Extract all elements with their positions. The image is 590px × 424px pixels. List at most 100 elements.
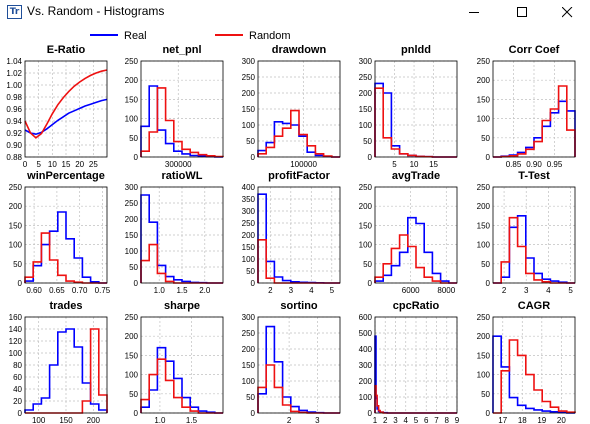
minimize-button[interactable] — [452, 0, 497, 24]
y-tick-label: 150 — [125, 351, 139, 360]
plot-frame — [374, 316, 458, 414]
y-tick-label: 200 — [125, 215, 139, 224]
y-tick-label: 0 — [368, 409, 373, 418]
x-tick-label: 5 — [392, 160, 397, 169]
chart-title: sharpe — [164, 300, 200, 312]
y-tick-label: 250 — [125, 313, 139, 322]
y-tick-label: 250 — [477, 57, 491, 66]
y-tick-label: 150 — [359, 105, 373, 114]
x-tick-label: 150 — [59, 416, 73, 424]
series-real — [492, 335, 575, 414]
chart-panel-4: Corr Coef 0 50 100 150 200 250 0.85 0.90 0.95 — [477, 44, 576, 169]
x-tick-label: 6000 — [402, 286, 420, 295]
y-tick-label: 0.98 — [6, 93, 22, 102]
series-real — [140, 346, 223, 414]
y-tick-label: 150 — [477, 221, 491, 230]
y-tick-label: 300 — [359, 57, 373, 66]
y-tick-label: 50 — [363, 260, 372, 269]
y-tick-label: 0 — [486, 153, 491, 162]
y-tick-label: 0 — [486, 279, 491, 288]
plot-frame — [374, 186, 458, 284]
y-tick-label: 150 — [242, 361, 256, 370]
y-tick-label: 150 — [9, 221, 23, 230]
y-tick-label: 0 — [134, 279, 139, 288]
x-tick-label: 0.95 — [547, 160, 563, 169]
y-tick-label: 150 — [359, 221, 373, 230]
x-tick-label: 3 — [393, 416, 398, 424]
y-tick-label: 100 — [477, 241, 491, 250]
chart-title: pnldd — [401, 44, 431, 56]
close-button[interactable] — [545, 0, 590, 24]
y-tick-label: 50 — [481, 260, 490, 269]
x-tick-label: 5 — [414, 416, 419, 424]
plot-frame — [257, 186, 341, 284]
y-tick-label: 0.96 — [6, 105, 22, 114]
y-tick-label: 140 — [9, 325, 23, 334]
chart-title: E-Ratio — [47, 44, 86, 56]
chart-title: ratioWL — [162, 170, 203, 182]
x-tick-label: 2 — [502, 286, 507, 295]
plot-frame — [140, 60, 224, 158]
y-tick-label: 1.02 — [6, 69, 22, 78]
maximize-icon — [517, 7, 527, 17]
y-tick-label: 0 — [486, 409, 491, 418]
x-tick-label: 3 — [315, 416, 320, 424]
plot-frame — [374, 60, 458, 158]
y-tick-label: 0 — [18, 409, 23, 418]
chart-title: trades — [49, 300, 82, 312]
plot-area — [493, 317, 575, 413]
y-tick-label: 250 — [477, 183, 491, 192]
x-tick-label: 2.0 — [199, 286, 211, 295]
y-tick-label: 160 — [9, 313, 23, 322]
y-tick-label: 0 — [368, 153, 373, 162]
y-tick-label: 250 — [477, 313, 491, 322]
x-tick-label: 5 — [568, 286, 573, 295]
y-tick-label: 100 — [477, 115, 491, 124]
y-tick-label: 50 — [129, 263, 138, 272]
y-tick-label: 120 — [9, 337, 23, 346]
y-tick-label: 80 — [13, 361, 22, 370]
y-tick-label: 100 — [125, 115, 139, 124]
chart-panels: E-Ratio0.880.900.920.940.960.981.001.021… — [6, 44, 576, 424]
y-tick-label: 0 — [18, 279, 23, 288]
x-tick-label: 10 — [410, 160, 419, 169]
plot-frame — [140, 186, 224, 284]
y-tick-label: 50 — [363, 137, 372, 146]
x-tick-label: 1.5 — [186, 416, 198, 424]
x-tick-label: 100 — [32, 416, 46, 424]
y-tick-label: 200 — [477, 202, 491, 211]
chart-panel-2: drawdown 0 50 100 150 200 250 300 100000 — [242, 44, 341, 169]
plot-frame — [257, 316, 341, 414]
y-tick-label: 0.94 — [6, 117, 22, 126]
chart-title: profitFactor — [268, 170, 330, 182]
chart-panel-10: trades 0 20 40 60 80 100 120 140 160 100 150 200 — [9, 300, 108, 424]
x-tick-label: 0.60 — [26, 286, 42, 295]
y-tick-label: 250 — [125, 57, 139, 66]
y-tick-label: 50 — [129, 390, 138, 399]
y-tick-label: 300 — [242, 207, 256, 216]
y-tick-label: 100 — [125, 247, 139, 256]
x-tick-label: 2 — [287, 416, 292, 424]
x-tick-label: 20 — [75, 160, 84, 169]
maximize-button[interactable] — [500, 0, 545, 24]
y-tick-label: 100 — [9, 349, 23, 358]
plot-frame — [24, 186, 108, 284]
chart-title: avgTrade — [392, 170, 440, 182]
y-tick-label: 200 — [125, 332, 139, 341]
x-tick-label: 10 — [48, 160, 57, 169]
y-tick-label: 0.92 — [6, 129, 22, 138]
chart-panel-0: E-Ratio 0.88 0.90 0.92 0.94 0.96 0.98 1.00 1.02 1… — [6, 44, 108, 169]
chart-panel-6: ratioWL 0 50 100 150 200 250 300 1.0 1.5 2.0 — [125, 170, 224, 295]
series-random — [24, 69, 108, 139]
y-tick-label: 150 — [242, 243, 256, 252]
y-tick-label: 100 — [359, 393, 373, 402]
y-tick-label: 200 — [242, 345, 256, 354]
y-tick-label: 50 — [246, 267, 255, 276]
y-tick-label: 50 — [129, 134, 138, 143]
x-tick-label: 1.0 — [154, 286, 166, 295]
chart-title: drawdown — [272, 44, 327, 56]
x-tick-label: 4 — [404, 416, 409, 424]
y-tick-label: 0 — [251, 409, 256, 418]
x-tick-label: 20 — [557, 416, 566, 424]
y-tick-label: 0 — [368, 279, 373, 288]
